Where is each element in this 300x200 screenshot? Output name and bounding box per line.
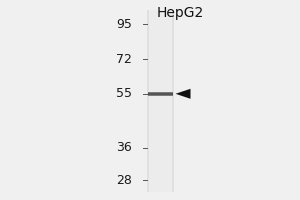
Text: 72: 72 xyxy=(116,53,132,66)
Polygon shape xyxy=(176,89,190,99)
Text: 95: 95 xyxy=(116,18,132,30)
Bar xyxy=(147,10,174,192)
Bar xyxy=(148,93,173,95)
Bar xyxy=(148,92,173,96)
Text: 28: 28 xyxy=(116,173,132,186)
Text: HepG2: HepG2 xyxy=(156,6,204,20)
Text: 55: 55 xyxy=(116,87,132,100)
Bar xyxy=(149,10,172,192)
Text: 36: 36 xyxy=(116,141,132,154)
